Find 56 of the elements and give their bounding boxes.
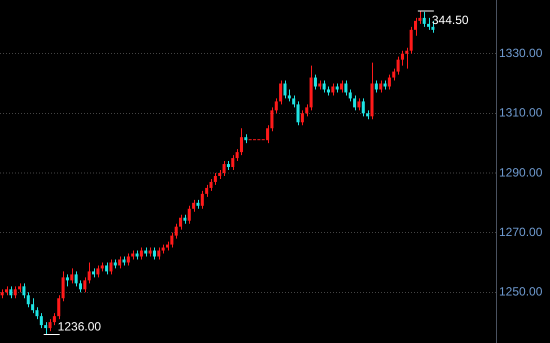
candlestick xyxy=(362,98,365,117)
candlestick xyxy=(70,268,74,284)
candlestick xyxy=(205,184,208,198)
candlestick xyxy=(379,80,382,93)
y-tick-label: 1290.00 xyxy=(499,165,543,180)
y-tick-label: 1310.00 xyxy=(499,106,543,120)
annotation: 1236.00 xyxy=(58,319,102,334)
candlestick xyxy=(222,160,226,176)
candlestick xyxy=(74,270,78,287)
candlestick xyxy=(66,274,69,287)
candlestick xyxy=(188,205,191,224)
candlestick xyxy=(314,74,317,90)
candlestick xyxy=(231,154,234,171)
y-tick-label: 1330.00 xyxy=(499,46,543,60)
candlestick xyxy=(179,214,182,230)
candlestick xyxy=(400,50,404,66)
candlestick xyxy=(240,128,243,156)
candlestick xyxy=(331,83,334,96)
candlestick xyxy=(192,199,196,212)
annotation: 344.50 xyxy=(432,12,469,27)
candlestick xyxy=(9,286,12,299)
candlestick xyxy=(157,247,160,260)
candlestick xyxy=(26,292,30,308)
candlestick xyxy=(340,80,344,93)
candlestick xyxy=(274,98,278,114)
candlestick xyxy=(427,17,430,30)
candlestick xyxy=(22,282,26,299)
candlestick xyxy=(44,322,48,335)
candlestick xyxy=(48,318,52,332)
candlestick xyxy=(109,258,112,275)
candlestick xyxy=(431,20,434,34)
candlestick xyxy=(52,312,56,326)
y-tick-label: 1270.00 xyxy=(499,224,543,239)
y-tick-label: 1250.00 xyxy=(499,284,543,299)
candlestick xyxy=(140,247,143,260)
candlestick xyxy=(422,11,426,28)
candlestick xyxy=(374,80,378,93)
candlestick xyxy=(200,190,204,210)
candlestick xyxy=(126,253,130,266)
candlestick xyxy=(105,262,108,275)
candlestick xyxy=(322,80,326,93)
candlestick xyxy=(40,312,43,329)
candlestick xyxy=(357,98,360,111)
candlestick xyxy=(214,172,217,186)
candlestick xyxy=(283,80,287,99)
candlestick xyxy=(353,94,356,111)
candlestick xyxy=(300,110,304,126)
candlestick xyxy=(31,298,34,314)
candlestick xyxy=(78,280,82,293)
candlestick xyxy=(279,80,282,105)
candlestick xyxy=(388,74,391,90)
candlestick xyxy=(152,247,156,260)
candlestick xyxy=(414,17,418,36)
candlestick xyxy=(288,88,291,102)
candlestick xyxy=(118,256,122,269)
candlestick xyxy=(14,286,17,299)
